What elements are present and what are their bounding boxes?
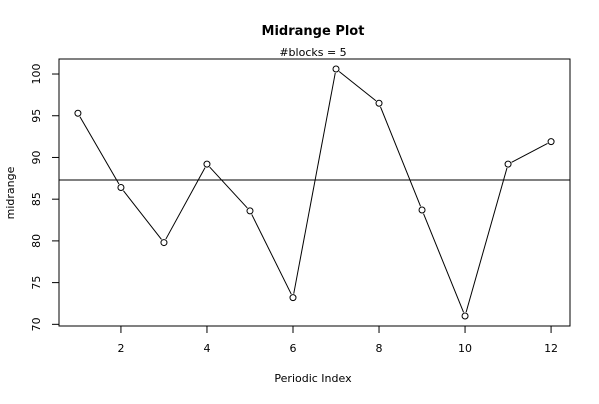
series-segment	[165, 167, 206, 240]
y-axis-label: midrange	[4, 166, 17, 219]
y-tick-label: 100	[30, 64, 43, 85]
data-point	[203, 160, 211, 168]
series-segment	[338, 71, 377, 102]
data-point	[289, 294, 297, 302]
data-point	[332, 65, 340, 73]
chart-title: Midrange Plot	[262, 24, 365, 39]
series-segment	[79, 116, 120, 185]
series-layer	[74, 65, 555, 320]
x-tick-label: 6	[289, 342, 296, 355]
plot-area-border	[58, 58, 571, 327]
y-tick-label: 90	[30, 150, 43, 164]
x-tick-label: 8	[376, 342, 383, 355]
y-tick-label: 85	[30, 192, 43, 206]
series-segment	[423, 213, 465, 313]
data-point	[117, 183, 125, 191]
y-tick-label: 70	[30, 317, 43, 331]
series-segment	[209, 166, 248, 209]
x-tick-label: 12	[544, 342, 558, 355]
series-segment	[293, 72, 336, 294]
series-segment	[251, 214, 292, 295]
x-tick-label: 10	[458, 342, 472, 355]
data-point	[160, 239, 168, 247]
y-tick-label: 95	[30, 109, 43, 123]
y-axis: 70 75 80 85 90 95 100	[30, 64, 60, 331]
x-axis-label: Periodic Index	[274, 372, 352, 385]
y-tick-label: 75	[30, 276, 43, 290]
series-segment	[465, 167, 508, 313]
series-segment	[123, 190, 162, 240]
x-tick-label: 4	[203, 342, 210, 355]
data-point	[74, 109, 82, 117]
chart-subtitle: #blocks = 5	[279, 46, 346, 59]
data-point	[418, 206, 426, 214]
data-point	[547, 138, 555, 146]
x-tick-label: 2	[117, 342, 124, 355]
y-tick-label: 80	[30, 234, 43, 248]
series-segment	[380, 106, 422, 207]
data-point	[375, 99, 383, 107]
series-segment	[511, 143, 548, 163]
data-point	[461, 312, 469, 320]
data-point	[504, 160, 512, 168]
data-point	[246, 207, 254, 215]
x-axis: 2 4 6 8 10 12	[117, 325, 558, 355]
